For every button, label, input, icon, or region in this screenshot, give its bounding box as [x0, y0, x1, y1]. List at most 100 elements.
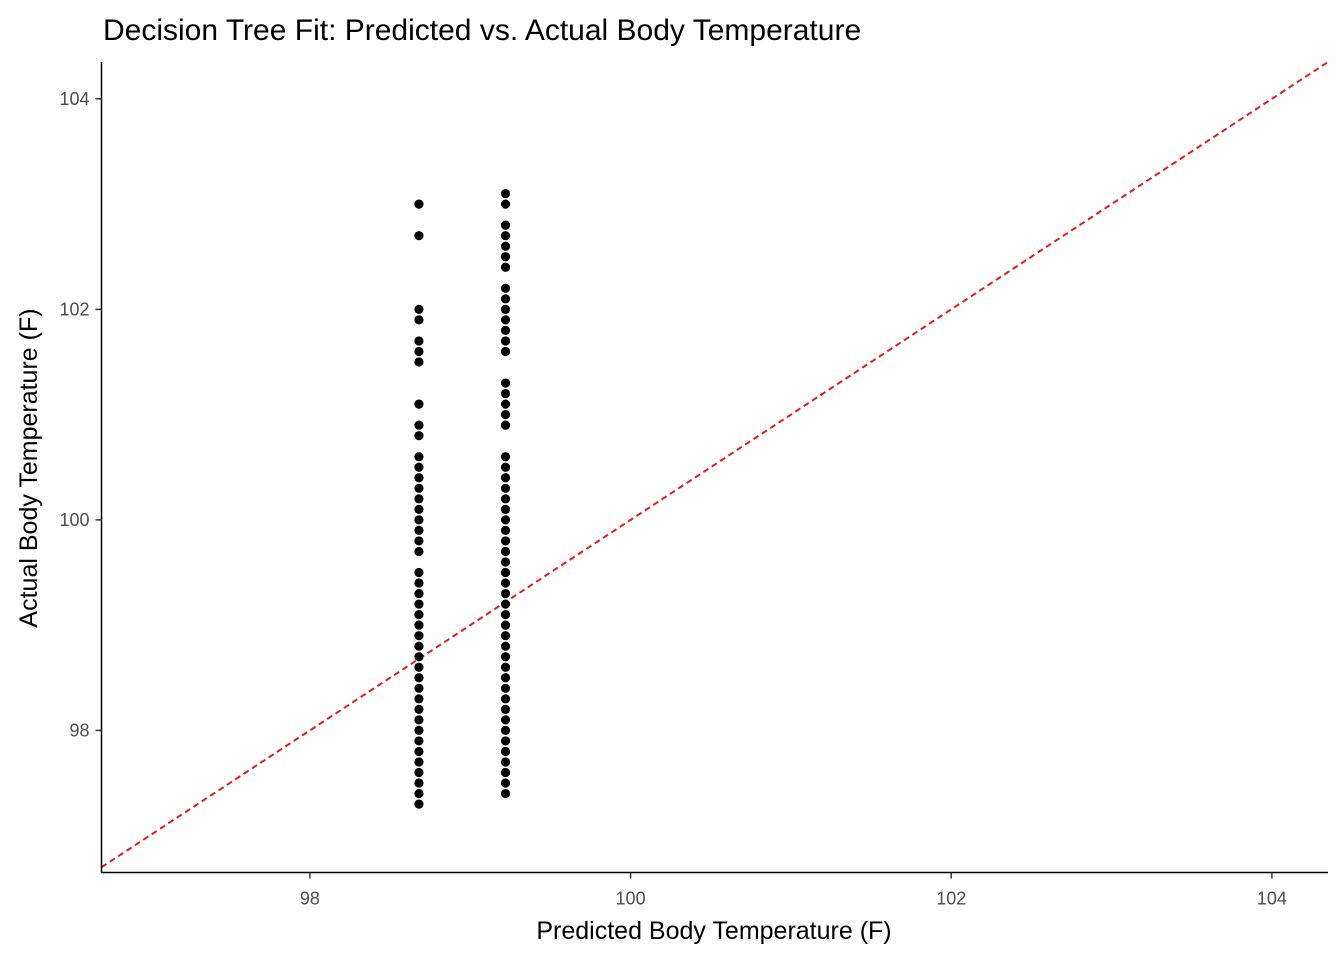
data-point [414, 610, 424, 620]
data-point [414, 431, 424, 441]
data-point [414, 231, 424, 241]
data-point [500, 546, 511, 557]
data-point [500, 631, 511, 641]
x-axis-ticks: 98 100 102 104 [300, 872, 1287, 909]
data-point [414, 525, 424, 536]
data-point [500, 315, 511, 325]
reference-line [100, 61, 1329, 869]
data-point [414, 631, 424, 641]
data-point [414, 673, 424, 683]
data-point [414, 715, 424, 725]
data-point [500, 304, 511, 314]
x-axis-title: Predicted Body Temperature (F) [536, 917, 891, 945]
data-point [500, 683, 511, 693]
data-point [500, 188, 511, 199]
data-point [414, 799, 424, 809]
data-point [500, 494, 511, 504]
data-point [500, 388, 511, 399]
x-tick-label: 104 [1257, 889, 1287, 909]
data-point [500, 515, 511, 525]
data-point [500, 788, 511, 799]
data-point [414, 620, 424, 630]
data-point [414, 494, 424, 504]
data-point [414, 788, 424, 799]
data-point [414, 736, 424, 746]
data-point [500, 767, 511, 778]
data-point [414, 704, 424, 714]
data-point [500, 399, 511, 409]
data-point [414, 578, 424, 588]
data-point [414, 694, 424, 704]
data-point [414, 504, 424, 514]
data-point [414, 199, 424, 209]
data-point [500, 736, 511, 746]
data-point [500, 346, 511, 357]
data-point [500, 599, 511, 609]
y-axis-ticks: 98 100 102 104 [59, 89, 102, 740]
data-point [414, 757, 424, 767]
data-points [414, 188, 511, 809]
data-point [500, 704, 511, 714]
data-point [414, 662, 424, 672]
data-point [500, 578, 511, 588]
data-point [414, 641, 424, 651]
data-point [500, 715, 511, 725]
data-point [414, 346, 424, 357]
data-point [500, 746, 511, 757]
data-point [414, 483, 424, 493]
data-point [500, 262, 511, 272]
data-point [500, 473, 511, 483]
data-point [500, 673, 511, 683]
data-point [414, 315, 424, 325]
y-tick-label: 102 [59, 299, 89, 319]
data-point [500, 610, 511, 620]
data-point [414, 778, 424, 788]
data-point [500, 462, 511, 472]
data-point [500, 483, 511, 493]
data-point [414, 420, 424, 430]
data-point [500, 199, 511, 209]
data-point [500, 252, 511, 262]
data-point [414, 652, 424, 662]
data-point [414, 304, 424, 314]
data-point [414, 599, 424, 609]
data-point [414, 546, 424, 557]
data-point [500, 588, 511, 599]
data-point [414, 588, 424, 599]
data-point [500, 567, 511, 578]
data-point [500, 283, 511, 293]
data-point [500, 694, 511, 704]
data-point [500, 504, 511, 514]
data-point [500, 620, 511, 630]
y-axis-title: Actual Body Temperature (F) [15, 308, 43, 627]
y-tick-label: 104 [59, 89, 89, 109]
data-point [500, 557, 511, 567]
data-point [414, 452, 424, 462]
y-tick-label: 98 [69, 720, 89, 740]
data-point [414, 683, 424, 693]
data-point [414, 746, 424, 757]
chart-title: Decision Tree Fit: Predicted vs. Actual … [103, 14, 861, 47]
data-point [414, 473, 424, 483]
data-point [500, 231, 511, 241]
data-point [500, 757, 511, 767]
data-point [500, 641, 511, 651]
y-tick-label: 100 [59, 510, 89, 530]
data-point [500, 325, 511, 336]
data-point [500, 662, 511, 672]
data-point [414, 357, 424, 367]
data-point [500, 220, 511, 230]
data-point [414, 399, 424, 409]
data-point [500, 525, 511, 536]
data-point [500, 410, 511, 420]
data-point [500, 378, 511, 388]
data-point [500, 725, 511, 735]
data-point [500, 778, 511, 788]
data-point [414, 515, 424, 525]
data-point [414, 336, 424, 346]
data-point [500, 536, 511, 546]
data-point [500, 294, 511, 304]
data-point [500, 452, 511, 462]
data-point [500, 652, 511, 662]
